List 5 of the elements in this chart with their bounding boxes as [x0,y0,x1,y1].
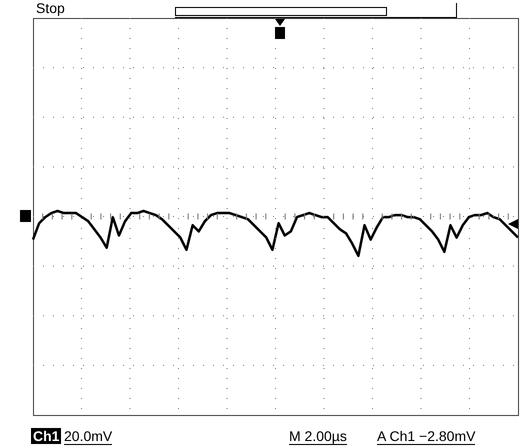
text: Ch1 [31,428,62,444]
text: M 2.00µs [289,428,347,445]
text: 20.0mV [64,428,112,445]
text: Stop [36,0,65,16]
text: A Ch1 −2.80mV [377,428,476,445]
